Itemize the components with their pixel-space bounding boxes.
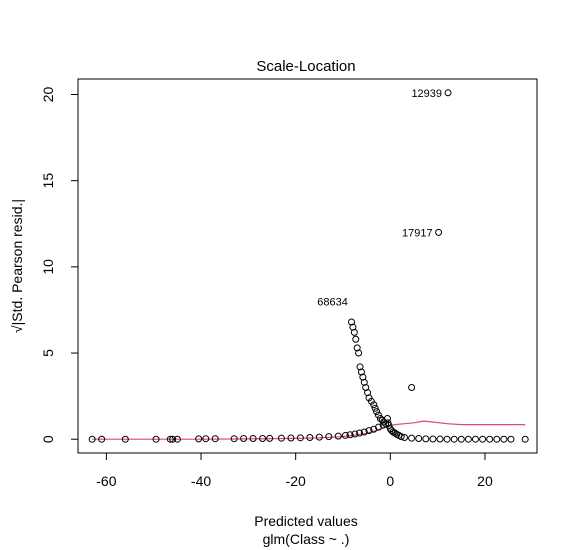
data-point xyxy=(351,430,359,438)
data-point xyxy=(493,435,501,443)
data-point xyxy=(152,435,160,443)
x-tick-label: -20 xyxy=(286,473,306,489)
x-axis: -60 -40 -20 0 20 xyxy=(96,452,493,489)
data-point xyxy=(353,344,361,352)
data-point xyxy=(486,435,494,443)
data-point xyxy=(266,434,274,442)
y-axis: 0 5 10 15 20 xyxy=(40,87,79,443)
y-tick-label: 10 xyxy=(40,259,56,275)
data-point xyxy=(195,435,203,443)
outlier-label: 68634 xyxy=(317,296,348,308)
data-point xyxy=(360,378,368,386)
data-point xyxy=(277,434,285,442)
data-point xyxy=(356,429,364,437)
data-point xyxy=(296,434,304,442)
data-point xyxy=(348,318,356,326)
data-point xyxy=(230,435,238,443)
data-point xyxy=(355,349,363,357)
data-point xyxy=(500,435,508,443)
data-point xyxy=(391,429,399,437)
data-point xyxy=(429,435,437,443)
x-tick-label: -60 xyxy=(96,473,116,489)
data-point xyxy=(352,335,360,343)
data-point xyxy=(350,328,358,336)
points-layer xyxy=(88,89,529,443)
data-point xyxy=(202,435,210,443)
data-point xyxy=(88,435,96,443)
data-point xyxy=(341,431,349,439)
data-point xyxy=(383,415,391,423)
data-point xyxy=(479,435,487,443)
data-point xyxy=(287,434,295,442)
data-point xyxy=(507,435,515,443)
data-point xyxy=(249,435,257,443)
data-point xyxy=(415,435,423,443)
data-point xyxy=(401,433,409,441)
data-point xyxy=(346,431,354,439)
x-axis-label: Predicted values xyxy=(254,513,358,529)
data-point xyxy=(464,435,472,443)
data-point xyxy=(364,389,372,397)
x-tick-label: -40 xyxy=(191,473,211,489)
data-point xyxy=(365,394,373,402)
x-tick-label: 0 xyxy=(386,473,394,489)
data-point xyxy=(121,435,129,443)
y-tick-label: 0 xyxy=(40,435,56,443)
data-point xyxy=(408,434,416,442)
data-point xyxy=(169,435,177,443)
data-point xyxy=(371,404,379,412)
data-point xyxy=(325,433,333,441)
y-axis-label: √|Std. Pearson resid.| xyxy=(9,199,25,333)
data-point xyxy=(385,421,393,429)
chart-title: Scale-Location xyxy=(256,58,355,75)
data-point xyxy=(380,418,388,426)
data-point xyxy=(408,384,416,392)
data-point xyxy=(365,427,373,435)
data-point xyxy=(259,435,267,443)
data-point xyxy=(471,435,479,443)
data-point xyxy=(315,433,323,441)
data-point xyxy=(166,435,174,443)
data-point xyxy=(450,435,458,443)
data-point xyxy=(370,401,378,409)
model-formula-subtitle: glm(Class ~ .) xyxy=(263,531,350,547)
data-point xyxy=(389,428,397,436)
data-point xyxy=(359,373,367,381)
data-point xyxy=(435,228,443,236)
data-point xyxy=(98,435,106,443)
data-point xyxy=(374,411,382,419)
x-tick-label: 20 xyxy=(477,473,493,489)
data-point xyxy=(211,435,219,443)
y-tick-label: 20 xyxy=(40,87,56,103)
data-point xyxy=(373,408,381,416)
data-point xyxy=(367,397,375,405)
point-labels-layer: 12939 17917 68634 xyxy=(317,88,442,309)
data-point xyxy=(436,435,444,443)
data-point xyxy=(306,433,314,441)
outlier-label: 17917 xyxy=(402,227,433,239)
data-point xyxy=(397,433,405,441)
data-point xyxy=(457,435,465,443)
data-point xyxy=(334,432,342,440)
outlier-label: 12939 xyxy=(411,88,442,100)
data-point xyxy=(173,435,181,443)
y-tick-label: 15 xyxy=(40,173,56,189)
data-point xyxy=(521,435,529,443)
data-point xyxy=(349,323,357,331)
data-point xyxy=(422,435,430,443)
data-point xyxy=(443,435,451,443)
data-point xyxy=(444,89,452,97)
data-point xyxy=(360,428,368,436)
data-point xyxy=(356,363,364,371)
y-tick-label: 5 xyxy=(40,349,56,357)
data-point xyxy=(357,368,365,376)
data-point xyxy=(240,435,248,443)
